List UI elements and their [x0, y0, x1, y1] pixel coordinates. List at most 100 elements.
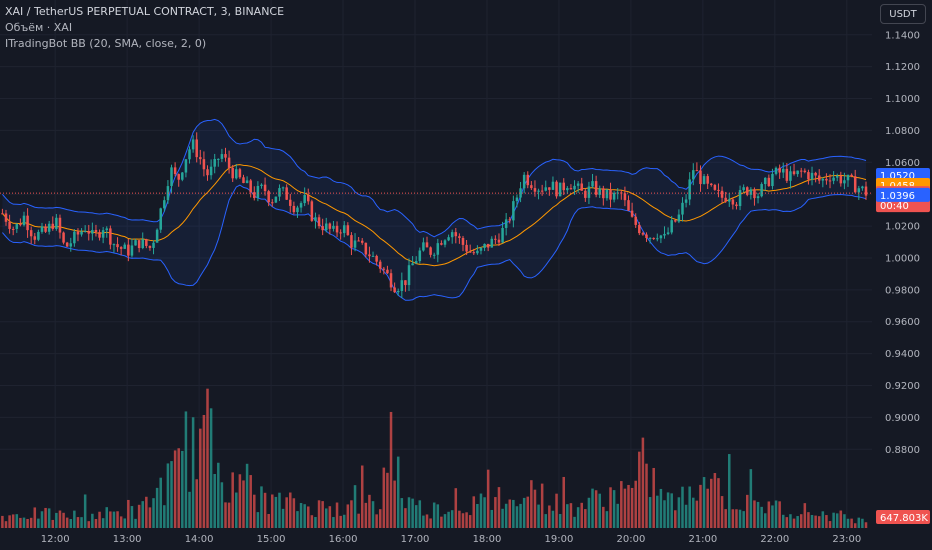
candle-body	[378, 261, 382, 269]
candle-body	[414, 261, 418, 264]
volume-bar	[447, 511, 450, 528]
candle-body	[638, 224, 641, 234]
candle-body	[508, 219, 512, 221]
time-axis-label[interactable]: 15:00	[257, 534, 286, 545]
volume-bar	[353, 485, 357, 528]
candle-body	[321, 226, 324, 231]
volume-bar	[98, 511, 101, 528]
candle-body	[224, 154, 227, 158]
lower-band-price-badge-text: 1.0396	[880, 191, 915, 202]
bb-lower-band	[2, 184, 867, 301]
candle-body	[472, 252, 476, 254]
volume-bar	[843, 514, 846, 528]
volume-bar	[177, 448, 180, 528]
time-axis-label[interactable]: 14:00	[185, 534, 214, 545]
price-axis-label: 1.0000	[885, 253, 920, 264]
volume-bar	[699, 484, 702, 528]
price-axis-label: 1.1000	[885, 94, 920, 105]
time-axis-label[interactable]: 22:00	[760, 534, 789, 545]
candle-body	[483, 243, 486, 248]
candle-body	[544, 187, 548, 191]
candle-body	[663, 233, 666, 236]
volume-bar	[846, 518, 850, 528]
volume-bar	[825, 515, 828, 528]
candle-body	[432, 254, 436, 256]
volume-bar	[681, 486, 684, 528]
candle-body	[173, 167, 177, 175]
candle-body	[206, 169, 209, 176]
volume-bar	[692, 497, 695, 528]
volume-bar	[483, 497, 486, 528]
volume-indicator-title[interactable]: Объём · XAI	[5, 21, 73, 34]
time-axis-label[interactable]: 20:00	[616, 534, 645, 545]
time-axis-label[interactable]: 17:00	[401, 534, 430, 545]
time-axis-label[interactable]: 13:00	[113, 534, 142, 545]
volume-bar	[616, 503, 619, 528]
candle-body	[62, 232, 65, 243]
time-axis-label[interactable]: 16:00	[329, 534, 358, 545]
candle-body	[119, 247, 123, 249]
volume-bar	[652, 467, 655, 528]
candle-body	[674, 220, 677, 222]
volume-bar	[584, 509, 587, 528]
volume-bar	[821, 511, 825, 528]
time-axis-label[interactable]: 19:00	[545, 534, 574, 545]
candle-body	[375, 255, 378, 262]
candle-body	[184, 159, 188, 173]
volume-bar	[799, 514, 803, 528]
candle-body	[386, 269, 389, 274]
candle-body	[850, 174, 853, 177]
volume-bar	[753, 500, 756, 528]
volume-bar	[256, 512, 260, 528]
volume-bar	[425, 514, 429, 528]
candle-body	[418, 250, 422, 262]
candle-body	[540, 190, 544, 192]
time-axis-label[interactable]: 23:00	[832, 534, 861, 545]
candle-body	[393, 287, 396, 293]
volume-bar	[731, 509, 735, 528]
volume-bar	[141, 501, 144, 528]
candle-body	[670, 220, 673, 233]
currency-selector-button[interactable]: USDT	[880, 4, 926, 24]
volume-bar	[238, 474, 242, 528]
candle-body	[573, 185, 576, 190]
time-axis-label[interactable]: 21:00	[688, 534, 717, 545]
candle-body	[515, 197, 519, 202]
candle-body	[289, 199, 292, 206]
candle-body	[281, 187, 285, 189]
volume-bar	[760, 506, 763, 528]
volume-bar	[170, 461, 173, 528]
candle-body	[648, 237, 652, 239]
time-axis-label[interactable]: 12:00	[41, 534, 70, 545]
volume-bar	[33, 507, 37, 528]
candle-body	[587, 186, 591, 198]
volume-bar	[594, 490, 598, 528]
volume-bar	[382, 467, 386, 528]
volume-bar	[69, 518, 73, 528]
volume-bar	[735, 509, 738, 528]
volume-bar	[314, 517, 317, 528]
candle-body	[137, 240, 141, 249]
candle-body	[19, 223, 22, 226]
candle-body	[80, 231, 83, 235]
volume-bar	[749, 469, 753, 528]
candle-body	[202, 159, 206, 170]
price-axis-label: 1.1200	[885, 62, 920, 73]
symbol-title[interactable]: XAI / TetherUS PERPETUAL CONTRACT, 3, BI…	[5, 5, 285, 18]
candle-body	[332, 225, 335, 229]
volume-bar	[65, 517, 69, 528]
candle-body	[767, 177, 771, 187]
bb-indicator-title[interactable]: ITradingBot BB (20, SMA, close, 2, 0)	[5, 37, 207, 50]
candle-body	[512, 201, 515, 221]
candle-body	[846, 174, 850, 181]
volume-bar	[533, 489, 537, 528]
candle-body	[666, 232, 670, 234]
price-axis-label: 0.8800	[885, 445, 920, 456]
volume-bar	[850, 518, 853, 528]
volume-bar	[73, 510, 76, 528]
time-axis-label[interactable]: 18:00	[473, 534, 502, 545]
candle-body	[29, 230, 33, 237]
candle-body	[371, 255, 375, 257]
